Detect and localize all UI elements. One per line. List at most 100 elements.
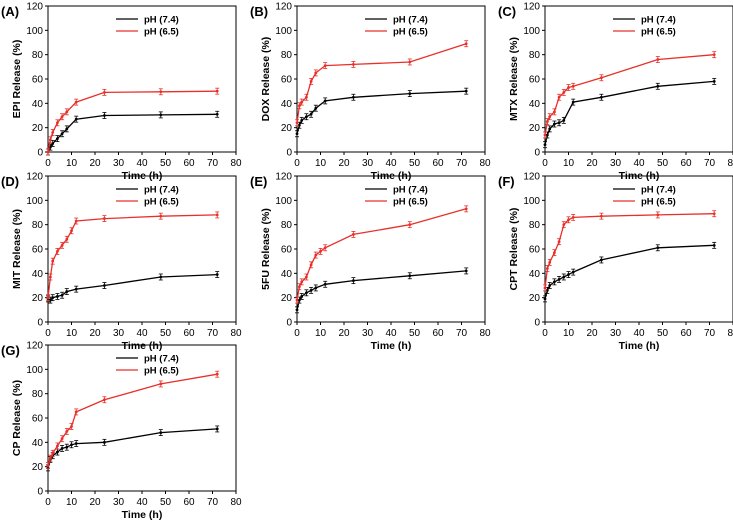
legend-entry-label: pH (7.4) xyxy=(641,185,676,196)
x-tick-label: 40 xyxy=(385,158,397,169)
series-line xyxy=(544,54,715,136)
x-tick-label: 20 xyxy=(586,158,598,169)
y-axis-label: 5FU Release (%) xyxy=(260,208,272,290)
data-point xyxy=(60,437,64,441)
data-point xyxy=(543,143,547,147)
y-axis-label: EPI Release (%) xyxy=(11,40,23,119)
x-tick-label: 30 xyxy=(362,328,374,339)
y-tick-label: 0 xyxy=(534,318,540,329)
x-tick-label: 0 xyxy=(45,497,51,508)
y-axis-label: DOX Release (%) xyxy=(260,37,272,122)
x-axis-label: Time (h) xyxy=(122,509,163,521)
plot-frame xyxy=(544,175,733,323)
x-tick-label: 10 xyxy=(66,158,78,169)
x-tick-label: 20 xyxy=(89,497,101,508)
data-point xyxy=(48,275,52,279)
plot-frame xyxy=(47,5,237,153)
x-tick-label: 40 xyxy=(136,158,148,169)
y-axis-label: CPT Release (%) xyxy=(508,208,520,291)
y-tick-label: 40 xyxy=(32,438,44,449)
data-point xyxy=(51,451,55,455)
x-tick-label: 30 xyxy=(113,497,125,508)
chart-panel: (F) 0 10 20 30 40 50 60 70 80 0 20 40 60 80 100 120 Time … xyxy=(498,172,733,352)
plot-frame xyxy=(544,5,733,153)
y-tick-label: 0 xyxy=(37,487,43,498)
panel-label: (A) xyxy=(1,4,19,19)
y-tick-label: 20 xyxy=(529,293,541,304)
data-point xyxy=(567,86,570,89)
data-point xyxy=(567,218,570,222)
x-tick-label: 30 xyxy=(610,158,622,169)
data-point xyxy=(48,138,52,142)
data-point xyxy=(297,123,301,127)
data-point xyxy=(159,382,163,386)
x-tick-label: 60 xyxy=(432,328,444,339)
data-point xyxy=(70,229,73,233)
data-point xyxy=(557,121,561,125)
y-tick-label: 20 xyxy=(281,293,293,304)
x-tick-label: 0 xyxy=(294,328,300,339)
data-point xyxy=(103,398,106,402)
chart-panel: (C)01020304050607080020406080100120Time … xyxy=(498,2,733,182)
data-point xyxy=(300,295,304,298)
data-point xyxy=(305,275,308,279)
data-point xyxy=(56,250,59,253)
data-point xyxy=(319,250,322,253)
legend-entry-label: pH (7.4) xyxy=(144,15,179,26)
x-tick-label: 80 xyxy=(727,328,733,339)
data-point xyxy=(60,132,64,136)
data-point xyxy=(300,280,304,284)
x-tick-label: 20 xyxy=(338,328,350,339)
data-point xyxy=(65,429,69,433)
x-tick-label: 50 xyxy=(657,158,669,169)
data-point xyxy=(600,76,603,80)
data-point xyxy=(56,450,59,454)
x-tick-label: 40 xyxy=(385,328,397,339)
data-point xyxy=(545,267,549,270)
data-point xyxy=(60,293,64,297)
data-point xyxy=(464,42,468,46)
x-tick-label: 30 xyxy=(362,158,374,169)
data-point xyxy=(74,117,78,121)
legend-entry-label: pH (7.4) xyxy=(144,354,179,365)
data-point xyxy=(56,444,59,448)
x-tick-label: 10 xyxy=(315,328,327,339)
data-point xyxy=(300,100,304,104)
data-point xyxy=(51,259,55,263)
y-tick-label: 120 xyxy=(275,172,292,183)
y-tick-label: 40 xyxy=(529,269,541,280)
data-point xyxy=(352,279,355,283)
data-point xyxy=(309,288,313,292)
data-point xyxy=(571,84,575,88)
data-point xyxy=(543,133,547,137)
data-point xyxy=(309,263,313,267)
y-tick-label: 100 xyxy=(523,26,540,37)
y-tick-label: 120 xyxy=(275,2,292,13)
data-point xyxy=(464,89,468,93)
data-point xyxy=(562,223,566,227)
chart-panel: (G) 0 10 20 30 40 50 60 70 80 0 20 40 60 80 100 120 Time … xyxy=(1,341,242,522)
data-point xyxy=(545,120,549,123)
x-tick-label: 80 xyxy=(230,497,242,508)
y-tick-label: 0 xyxy=(37,148,43,159)
legend-entry-label: pH (7.4) xyxy=(641,15,676,26)
data-point xyxy=(46,150,50,154)
x-axis-label: Time (h) xyxy=(619,340,660,352)
legend-entry-label: pH (6.5) xyxy=(144,197,179,208)
data-point xyxy=(408,223,412,227)
x-tick-label: 10 xyxy=(66,497,78,508)
data-point xyxy=(352,63,355,66)
data-point xyxy=(656,213,660,217)
x-axis-label: Time (h) xyxy=(371,340,412,352)
data-point xyxy=(215,89,219,93)
data-point xyxy=(323,64,327,68)
x-tick-label: 70 xyxy=(456,158,468,169)
data-point xyxy=(103,90,106,94)
x-tick-label: 10 xyxy=(315,158,327,169)
data-point xyxy=(305,95,308,99)
y-tick-label: 100 xyxy=(26,365,43,376)
panel-label: (F) xyxy=(498,174,515,189)
data-point xyxy=(74,100,78,104)
data-point xyxy=(56,137,59,141)
